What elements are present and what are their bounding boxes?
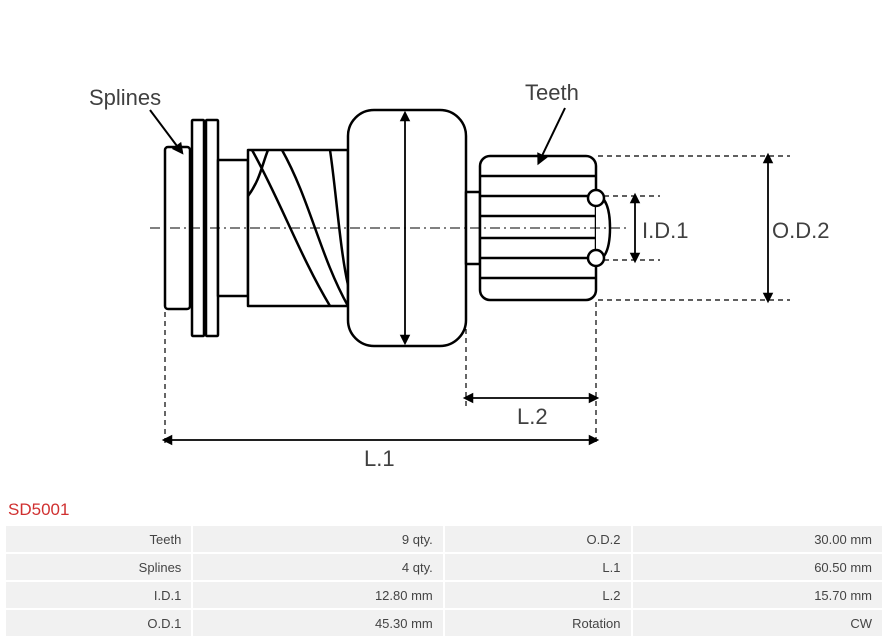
technical-diagram: Splines Teeth O.D.1 I.D.1 O.D.2 L.2 L.1: [0, 0, 889, 490]
spec-value: 12.80 mm: [193, 582, 442, 608]
spec-value: CW: [633, 610, 883, 636]
diagram-svg: [0, 0, 889, 490]
part-code: SD5001: [8, 500, 69, 520]
spec-key: Splines: [6, 554, 191, 580]
table-row: I.D.112.80 mmL.215.70 mm: [6, 582, 882, 608]
spec-value: 15.70 mm: [633, 582, 883, 608]
spec-value: 60.50 mm: [633, 554, 883, 580]
spec-value: 45.30 mm: [193, 610, 442, 636]
spec-table: Teeth9 qty.O.D.230.00 mmSplines4 qty.L.1…: [4, 524, 884, 638]
spec-value: 9 qty.: [193, 526, 442, 552]
spec-key: Teeth: [6, 526, 191, 552]
spec-value: 30.00 mm: [633, 526, 883, 552]
spec-key: O.D.2: [445, 526, 631, 552]
table-row: O.D.145.30 mmRotationCW: [6, 610, 882, 636]
table-row: Splines4 qty.L.160.50 mm: [6, 554, 882, 580]
spec-key: I.D.1: [6, 582, 191, 608]
spec-value: 4 qty.: [193, 554, 442, 580]
spec-key: O.D.1: [6, 610, 191, 636]
table-row: Teeth9 qty.O.D.230.00 mm: [6, 526, 882, 552]
spec-key: L.2: [445, 582, 631, 608]
spec-key: L.1: [445, 554, 631, 580]
spec-key: Rotation: [445, 610, 631, 636]
